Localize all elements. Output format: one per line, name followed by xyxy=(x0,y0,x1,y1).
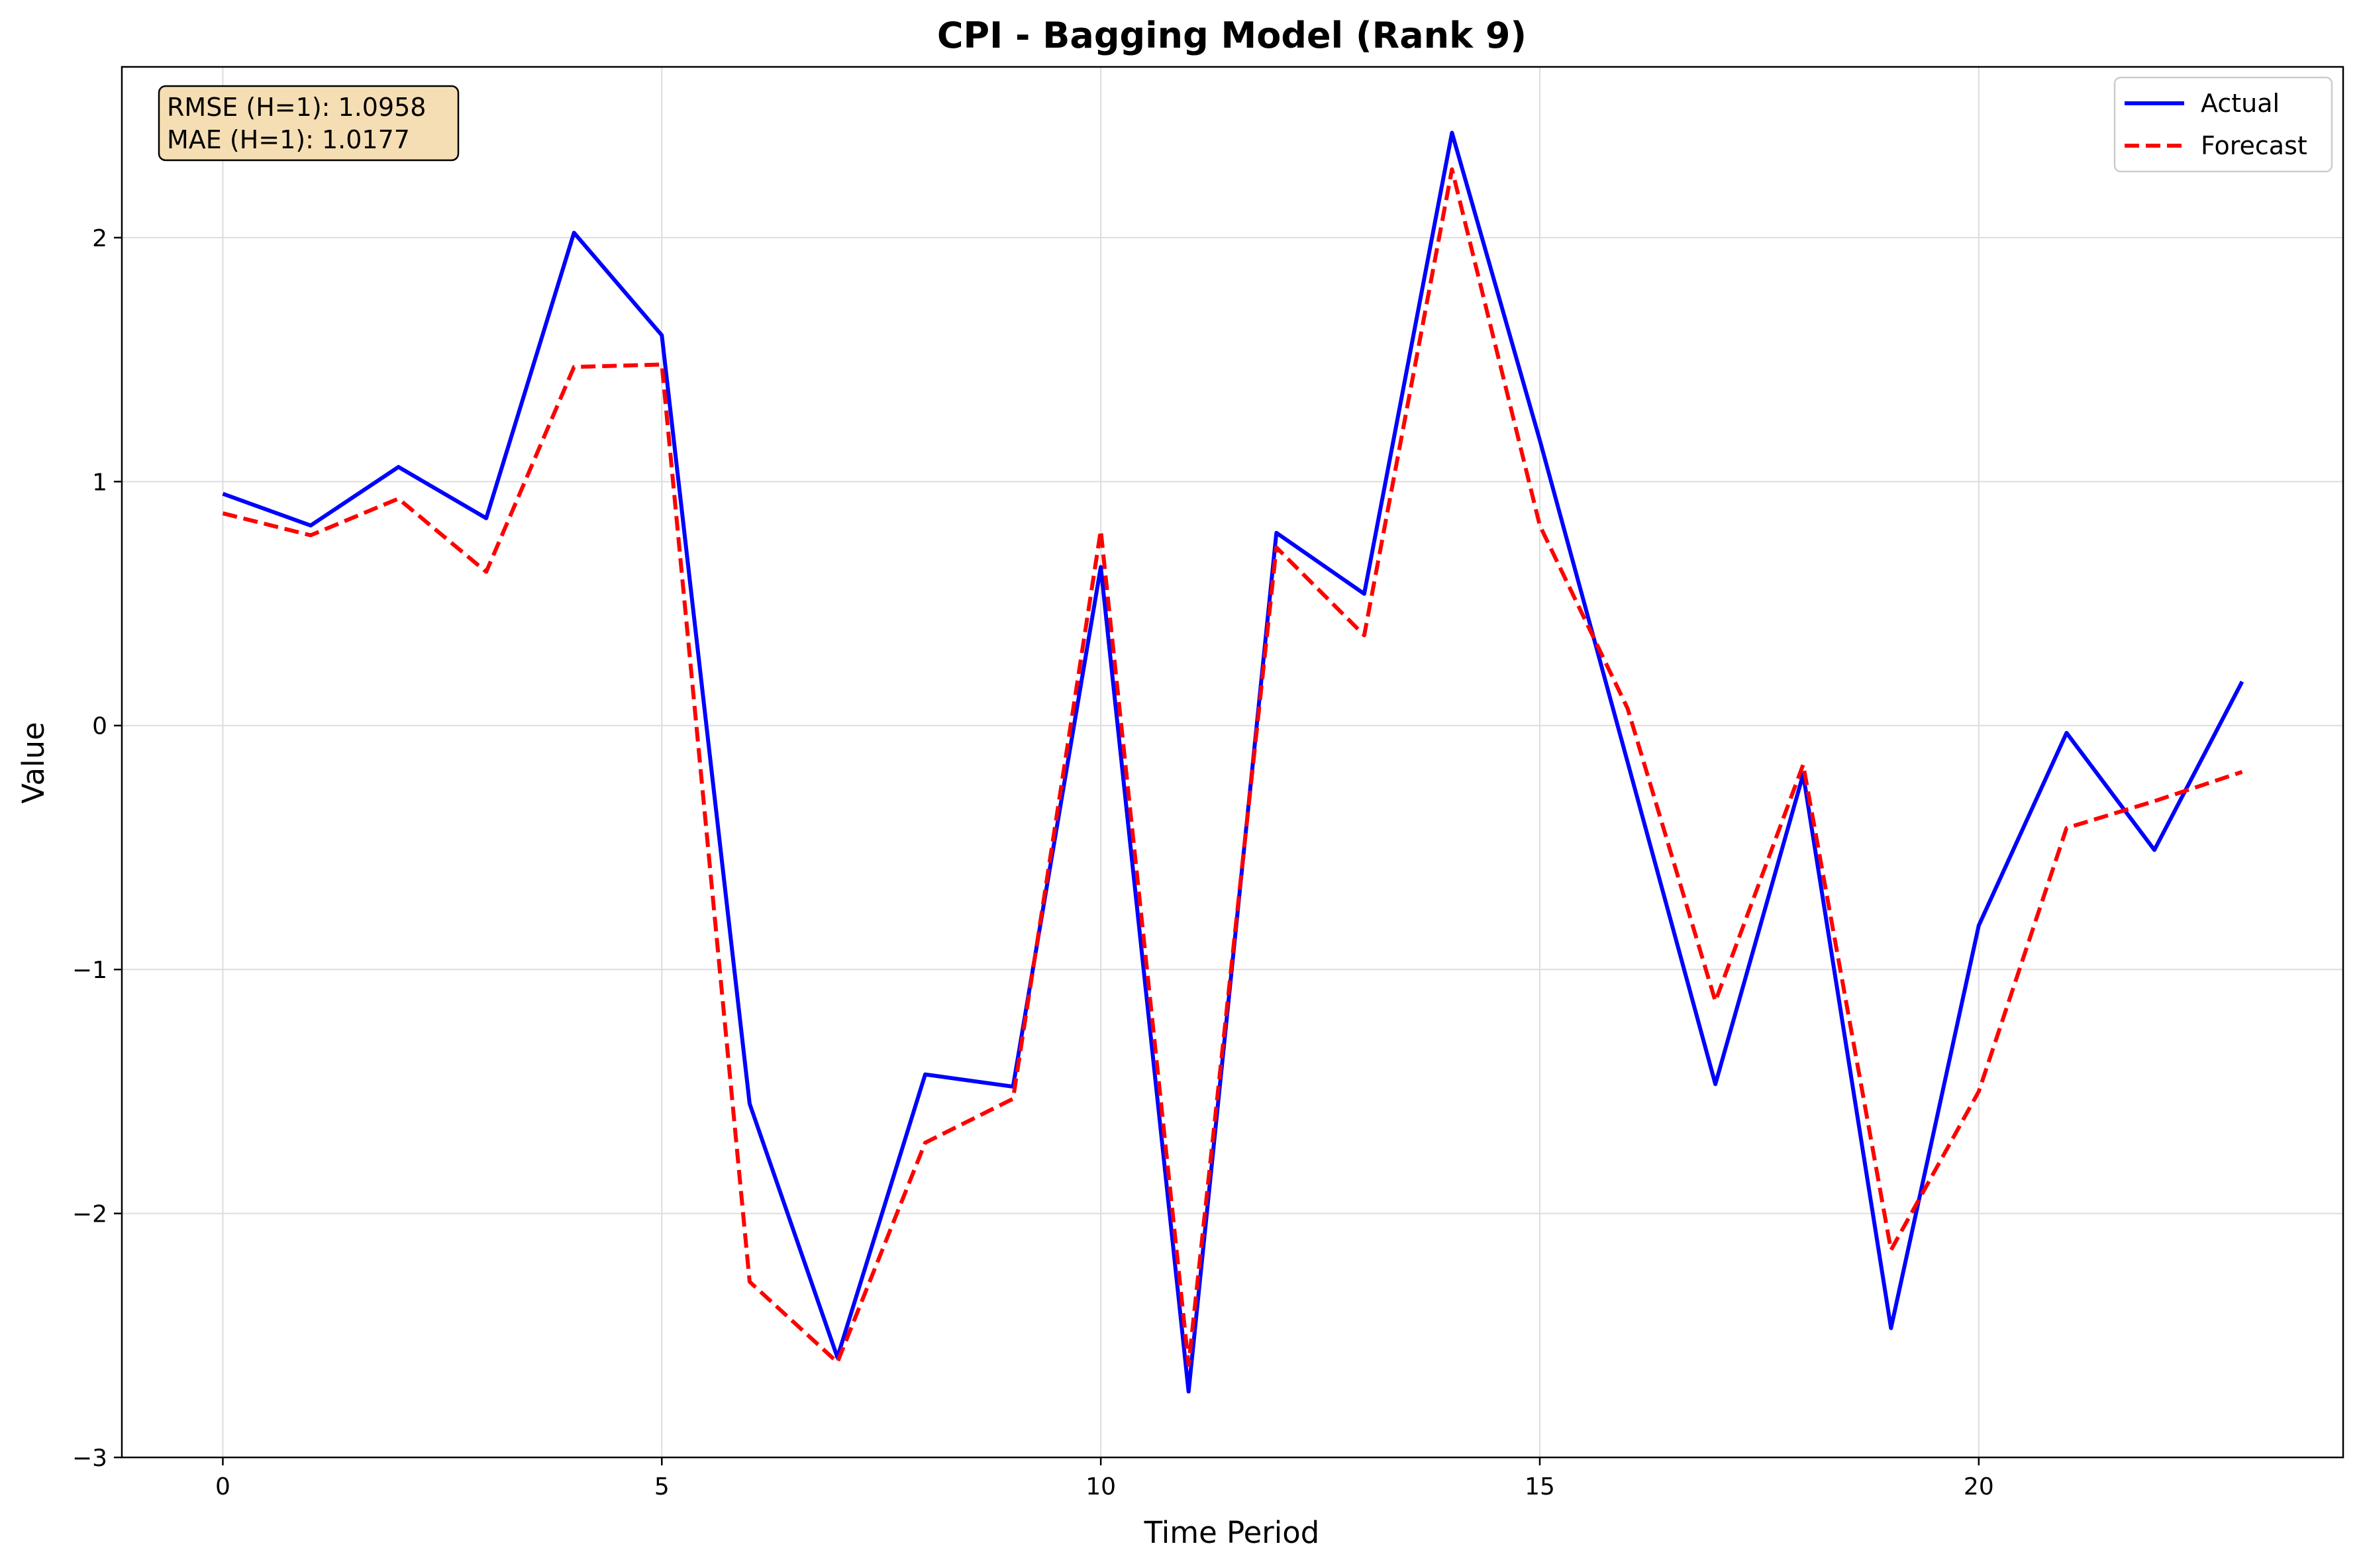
y-axis-label: Value xyxy=(16,722,51,804)
x-tick-label: 5 xyxy=(654,1473,670,1500)
y-tick-label: 2 xyxy=(92,225,107,252)
legend-label-actual: Actual xyxy=(2201,89,2280,118)
metrics-box: RMSE (H=1): 1.0958 MAE (H=1): 1.0177 xyxy=(158,85,460,162)
x-axis-label: Time Period xyxy=(1144,1515,1320,1550)
x-tick-label: 15 xyxy=(1525,1473,1555,1500)
y-tick-label: 0 xyxy=(92,713,107,740)
x-tick-label: 20 xyxy=(1964,1473,1994,1500)
series-lines xyxy=(222,130,2244,1394)
x-tick-label: 0 xyxy=(215,1473,230,1500)
x-tick-label: 10 xyxy=(1085,1473,1116,1500)
grid-lines xyxy=(122,67,2343,1458)
axis-ticks: 0 5 10 15 20 −3 −2 −1 0 1 2 xyxy=(72,225,1994,1500)
chart-title: CPI - Bagging Model (Rank 9) xyxy=(937,15,1527,56)
mae-text: MAE (H=1): 1.0177 xyxy=(167,125,410,154)
legend: Actual Forecast xyxy=(2113,76,2333,173)
plot-frame xyxy=(121,66,2344,1459)
y-tick-label: −3 xyxy=(72,1445,107,1472)
legend-label-forecast: Forecast xyxy=(2201,131,2307,160)
y-tick-label: −1 xyxy=(72,957,107,984)
rmse-text: RMSE (H=1): 1.0958 xyxy=(167,93,427,122)
legend-background xyxy=(2113,76,2333,173)
y-tick-label: −2 xyxy=(72,1201,107,1228)
metrics-background xyxy=(158,85,460,162)
series-line-forecast xyxy=(222,167,2243,1367)
y-tick-label: 1 xyxy=(92,469,107,496)
